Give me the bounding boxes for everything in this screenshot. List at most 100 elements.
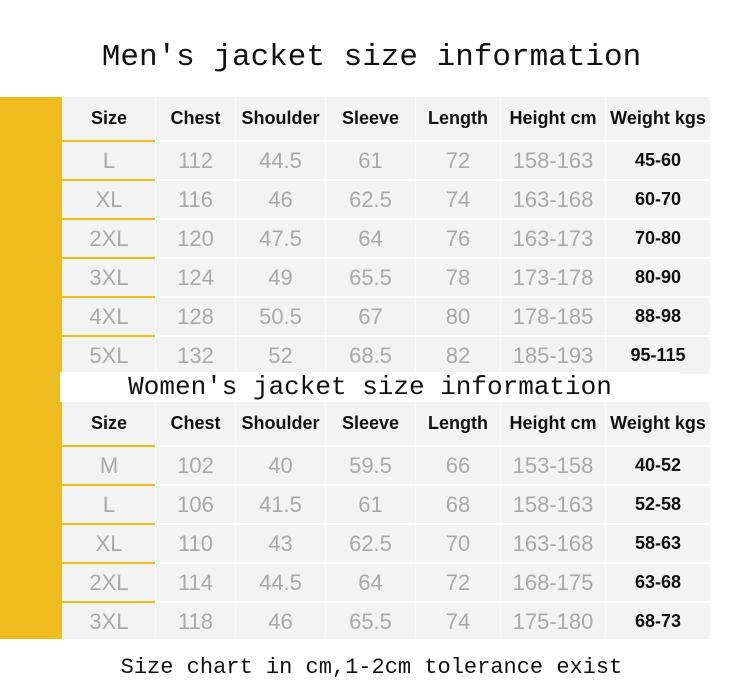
- table-cell: M: [62, 447, 155, 484]
- table-cell: 67: [325, 298, 415, 335]
- table-cell: 2XL: [62, 220, 155, 257]
- table-cell: 74: [415, 181, 500, 218]
- table-cell: 175-180: [500, 603, 605, 640]
- table-cell: 61: [325, 142, 415, 179]
- women-size-table: Size Chest Shoulder Sleeve Length Height cm We…: [62, 402, 710, 640]
- table-cell: 2XL: [62, 564, 155, 601]
- table-cell: 163-168: [500, 181, 605, 218]
- table-cell: 3XL: [62, 603, 155, 640]
- table-row: L 112 44.5 61 72 158-163 45-60: [62, 140, 710, 179]
- table-cell: 64: [325, 220, 415, 257]
- table-cell: 5XL: [62, 337, 155, 374]
- table-cell: 74: [415, 603, 500, 640]
- table-row: 2XL 120 47.5 64 76 163-173 70-80: [62, 218, 710, 257]
- table-cell: XL: [62, 181, 155, 218]
- table-cell: 178-185: [500, 298, 605, 335]
- table-cell: 158-163: [500, 486, 605, 523]
- column-header: Shoulder: [235, 97, 325, 140]
- table-cell: 163-173: [500, 220, 605, 257]
- table-cell: 168-175: [500, 564, 605, 601]
- table-cell: 163-168: [500, 525, 605, 562]
- table-cell: 124: [155, 259, 235, 296]
- table-cell: 59.5: [325, 447, 415, 484]
- table-cell: 62.5: [325, 525, 415, 562]
- table-row: 3XL 118 46 65.5 74 175-180 68-73: [62, 601, 710, 640]
- table-cell: 68: [415, 486, 500, 523]
- table-cell: 95-115: [605, 337, 710, 374]
- table-cell: 102: [155, 447, 235, 484]
- table-cell: 173-178: [500, 259, 605, 296]
- table-cell: 40: [235, 447, 325, 484]
- table-cell: 63-68: [605, 564, 710, 601]
- table-cell: 50.5: [235, 298, 325, 335]
- table-cell: 62.5: [325, 181, 415, 218]
- table-cell: 112: [155, 142, 235, 179]
- table-cell: 60-70: [605, 181, 710, 218]
- women-title: Women's jacket size information: [60, 372, 680, 402]
- table-header-row: Size Chest Shoulder Sleeve Length Height cm We…: [62, 97, 710, 140]
- table-cell: 116: [155, 181, 235, 218]
- table-cell: 44.5: [235, 564, 325, 601]
- table-cell: 49: [235, 259, 325, 296]
- table-row: M 102 40 59.5 66 153-158 40-52: [62, 445, 710, 484]
- men-title: Men's jacket size information: [101, 40, 642, 75]
- table-cell: 78: [415, 259, 500, 296]
- table-cell: 52-58: [605, 486, 710, 523]
- table-cell: 80-90: [605, 259, 710, 296]
- table-cell: 44.5: [235, 142, 325, 179]
- column-header: Height cm: [500, 97, 605, 140]
- column-header: Height cm: [500, 402, 605, 445]
- column-header: Size: [62, 402, 155, 445]
- table-cell: 64: [325, 564, 415, 601]
- table-cell: 128: [155, 298, 235, 335]
- table-cell: 114: [155, 564, 235, 601]
- table-cell: 3XL: [62, 259, 155, 296]
- table-row: 2XL 114 44.5 64 72 168-175 63-68: [62, 562, 710, 601]
- men-size-table: Size Chest Shoulder Sleeve Length Height cm We…: [62, 97, 710, 374]
- table-cell: 46: [235, 603, 325, 640]
- table-cell: 68.5: [325, 337, 415, 374]
- table-cell: 47.5: [235, 220, 325, 257]
- table-cell: 72: [415, 564, 500, 601]
- column-header: Chest: [155, 97, 235, 140]
- table-cell: 80: [415, 298, 500, 335]
- table-row: XL 116 46 62.5 74 163-168 60-70: [62, 179, 710, 218]
- column-header: Weight kgs: [605, 97, 710, 140]
- table-cell: 65.5: [325, 259, 415, 296]
- table-cell: 45-60: [605, 142, 710, 179]
- table-cell: L: [62, 486, 155, 523]
- column-header: Weight kgs: [605, 402, 710, 445]
- table-cell: 106: [155, 486, 235, 523]
- table-cell: 185-193: [500, 337, 605, 374]
- table-cell: 158-163: [500, 142, 605, 179]
- table-cell: 66: [415, 447, 500, 484]
- table-cell: L: [62, 142, 155, 179]
- table-cell: 70-80: [605, 220, 710, 257]
- table-cell: 46: [235, 181, 325, 218]
- table-cell: 68-73: [605, 603, 710, 640]
- table-row: L 106 41.5 61 68 158-163 52-58: [62, 484, 710, 523]
- table-cell: 58-63: [605, 525, 710, 562]
- table-cell: 52: [235, 337, 325, 374]
- column-header: Length: [415, 402, 500, 445]
- table-header-row: Size Chest Shoulder Sleeve Length Height cm We…: [62, 402, 710, 445]
- table-cell: 65.5: [325, 603, 415, 640]
- table-cell: 40-52: [605, 447, 710, 484]
- table-cell: 72: [415, 142, 500, 179]
- table-cell: 88-98: [605, 298, 710, 335]
- table-cell: 110: [155, 525, 235, 562]
- table-row: 4XL 128 50.5 67 80 178-185 88-98: [62, 296, 710, 335]
- column-header: Shoulder: [235, 402, 325, 445]
- column-header: Length: [415, 97, 500, 140]
- table-cell: 41.5: [235, 486, 325, 523]
- table-cell: 120: [155, 220, 235, 257]
- table-cell: 76: [415, 220, 500, 257]
- table-row: 5XL 132 52 68.5 82 185-193 95-115: [62, 335, 710, 374]
- table-cell: 70: [415, 525, 500, 562]
- column-header: Size: [62, 97, 155, 140]
- table-cell: 4XL: [62, 298, 155, 335]
- tolerance-caption: Size chart in cm,1-2cm tolerance exist: [120, 655, 623, 680]
- table-cell: 118: [155, 603, 235, 640]
- column-header: Sleeve: [325, 402, 415, 445]
